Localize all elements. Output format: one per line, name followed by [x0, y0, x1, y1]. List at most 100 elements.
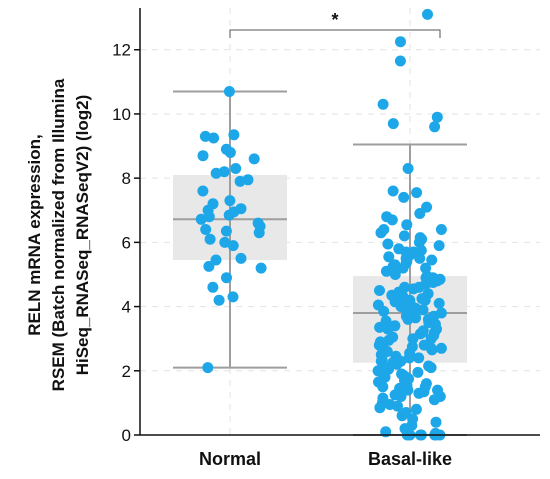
- data-point: [377, 98, 389, 110]
- data-point: [203, 260, 215, 272]
- data-point: [375, 227, 387, 239]
- data-point: [382, 323, 394, 335]
- x-category-label: Normal: [199, 449, 261, 469]
- data-point: [392, 400, 403, 412]
- y-tick-label: 10: [112, 105, 131, 124]
- y-axis-title: RELN mRNA expression, RSEM (Batch normal…: [25, 78, 92, 391]
- data-point: [195, 213, 207, 225]
- data-point: [399, 281, 411, 293]
- data-point: [400, 310, 412, 322]
- data-point: [411, 187, 423, 199]
- data-point: [234, 175, 246, 187]
- data-point: [433, 297, 445, 309]
- data-point: [219, 236, 231, 248]
- data-point: [382, 238, 394, 250]
- data-point: [422, 313, 434, 325]
- data-point: [420, 272, 432, 284]
- axes: 0 2 4 6 8 10 12 Normal Basal-like: [112, 8, 540, 469]
- data-point: [223, 209, 235, 221]
- data-point: [248, 153, 260, 165]
- y-tick-label: 6: [122, 233, 131, 252]
- data-point: [422, 8, 433, 20]
- significance-bracket: *: [229, 10, 441, 38]
- data-point: [380, 265, 392, 277]
- data-point: [398, 230, 410, 242]
- data-point: [387, 185, 399, 197]
- data-point: [434, 391, 446, 402]
- data-point: [417, 304, 429, 316]
- data-point: [228, 129, 240, 141]
- data-point: [402, 163, 414, 174]
- data-point: [426, 254, 438, 266]
- data-point: [396, 410, 408, 422]
- data-point: [202, 362, 214, 374]
- y-tick-label: 0: [122, 426, 131, 445]
- data-point: [253, 227, 265, 239]
- data-point: [208, 132, 220, 144]
- significance-label: *: [331, 10, 338, 30]
- data-point: [397, 262, 409, 274]
- data-point: [386, 214, 398, 226]
- data-point: [403, 352, 415, 364]
- data-point: [414, 208, 426, 219]
- data-point: [210, 254, 222, 266]
- data-point: [220, 225, 232, 237]
- y-axis-title-line-1: RELN mRNA expression,: [25, 134, 44, 336]
- data-point: [210, 167, 222, 179]
- data-point: [415, 244, 427, 256]
- data-point: [227, 240, 239, 252]
- data-point: [431, 111, 443, 123]
- y-tick-label: 4: [122, 298, 131, 317]
- y-tick-label: 8: [122, 169, 131, 188]
- data-point: [227, 291, 239, 303]
- data-point: [435, 342, 447, 354]
- data-point: [374, 285, 385, 296]
- data-point: [197, 185, 209, 197]
- y-tick-label: 12: [112, 41, 131, 60]
- y-axis-title-line-2: RSEM (Batch normalized from Illumina: [49, 78, 68, 391]
- data-point: [377, 381, 389, 393]
- data-point: [224, 195, 236, 207]
- data-point: [410, 403, 422, 415]
- data-point: [221, 272, 232, 284]
- data-point: [408, 283, 419, 295]
- x-category-label: Basal-like: [368, 449, 452, 469]
- data-point: [207, 281, 219, 293]
- data-point: [418, 339, 430, 351]
- data-point: [401, 219, 413, 231]
- significance-bracket-line: [229, 29, 441, 38]
- data-point: [430, 416, 442, 428]
- data-point: [213, 294, 225, 306]
- data-point: [422, 288, 434, 300]
- data-point: [374, 321, 386, 333]
- data-point: [396, 368, 408, 380]
- data-point: [374, 402, 386, 414]
- data-point: [373, 339, 385, 351]
- data-point: [425, 362, 437, 374]
- data-point: [197, 150, 209, 162]
- data-point: [407, 333, 419, 345]
- data-point: [404, 297, 416, 309]
- data-point: [394, 55, 406, 67]
- data-point: [224, 147, 236, 158]
- data-point: [412, 366, 424, 378]
- data-point: [204, 233, 216, 245]
- data-point: [398, 191, 410, 203]
- data-point: [387, 118, 399, 130]
- data-point: [391, 358, 403, 370]
- y-tick-label: 2: [122, 362, 131, 381]
- data-point: [413, 352, 425, 364]
- data-point: [200, 224, 212, 235]
- data-point: [375, 355, 387, 367]
- data-point: [389, 269, 401, 280]
- data-point: [223, 86, 235, 97]
- data-point: [395, 36, 406, 48]
- data-point: [429, 121, 441, 133]
- data-point: [413, 387, 425, 399]
- data-point: [435, 224, 447, 235]
- data-point: [378, 305, 390, 317]
- data-point: [402, 384, 414, 396]
- data-point: [235, 252, 247, 264]
- data-point: [414, 232, 426, 244]
